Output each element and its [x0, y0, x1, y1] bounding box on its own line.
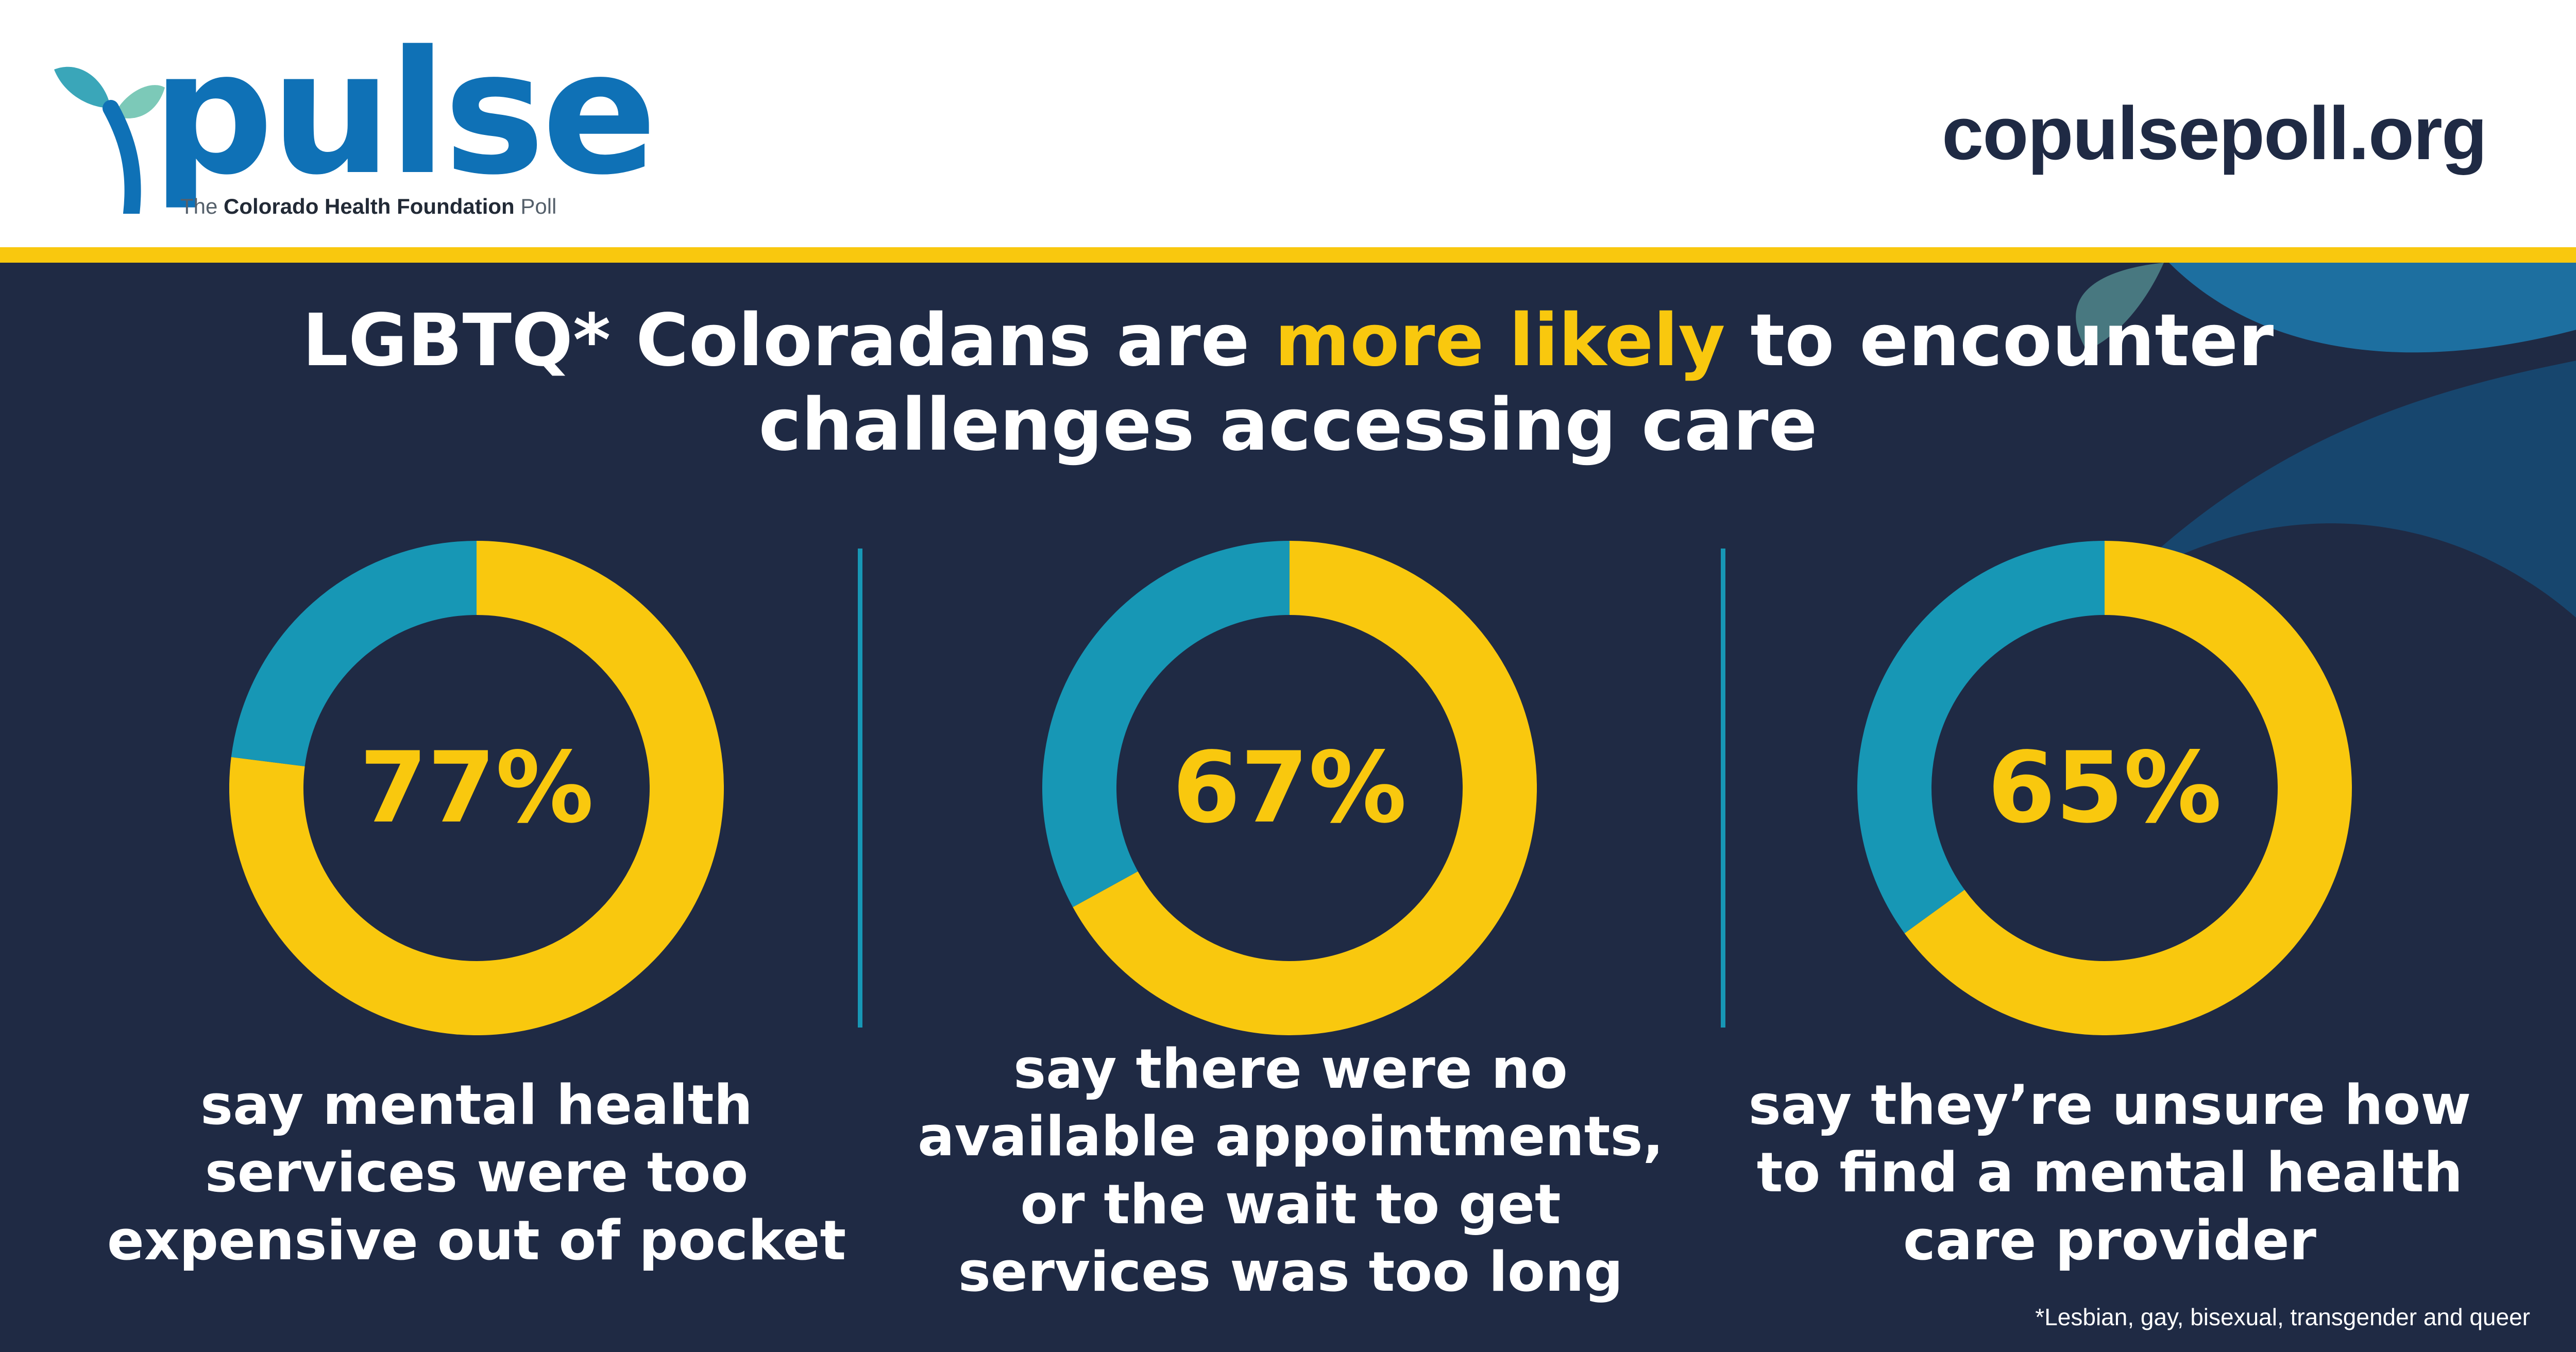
blue-swoosh — [2169, 263, 2576, 353]
headline-part-1: LGBTQ* Coloradans are — [302, 299, 1275, 383]
navy-swoosh — [2112, 361, 2576, 618]
tagline-bold: Colorado Health Foundation — [224, 194, 515, 218]
donut-segment-remainder — [1042, 541, 1290, 908]
donut-segment-remainder — [1857, 541, 2105, 934]
caption-2: say there were no available appointments… — [918, 1037, 1664, 1304]
donut-chart-1 — [229, 541, 724, 1035]
donut-label-1: 77% — [359, 731, 594, 845]
header: pulse The Colorado Health Foundation Pol… — [0, 0, 2576, 247]
leaf-icon — [54, 66, 165, 214]
caption-3: say they’re unsure how to find a mental … — [1748, 1073, 2471, 1272]
donut-label-2: 67% — [1172, 731, 1407, 845]
tagline-post: Poll — [514, 194, 557, 218]
navy-panel — [0, 263, 2576, 1352]
donut-label-3: 65% — [1987, 731, 2222, 845]
pulse-logo: pulse The Colorado Health Foundation Pol… — [49, 28, 657, 224]
donut-segment-share — [229, 541, 724, 1035]
donut-segment-remainder — [231, 541, 477, 767]
donut-chart-3 — [1857, 541, 2352, 1035]
donut-segment-share — [1904, 541, 2352, 1035]
donut-chart-2 — [1042, 541, 1537, 1035]
mint-leaf-overlay — [2076, 263, 2164, 350]
site-url: copulsepoll.org — [1942, 91, 2487, 175]
headline-highlight: more likely — [1275, 299, 1725, 383]
column-divider-2 — [1721, 549, 1725, 1028]
logo-wordmark: pulse — [152, 14, 657, 212]
gold-divider-bar — [0, 247, 2576, 263]
caption-1: say mental health services were too expe… — [107, 1073, 846, 1272]
headline-part-2: to encounter challenges accessing care — [758, 299, 2274, 467]
headline: LGBTQ* Coloradans are more likely to enc… — [129, 299, 2447, 468]
footnote: *Lesbian, gay, bisexual, transgender and… — [2035, 1304, 2530, 1330]
column-divider-1 — [858, 549, 862, 1028]
tagline-pre: The — [180, 194, 224, 218]
logo-tagline: The Colorado Health Foundation Poll — [180, 194, 556, 219]
donut-segment-share — [1073, 541, 1537, 1035]
